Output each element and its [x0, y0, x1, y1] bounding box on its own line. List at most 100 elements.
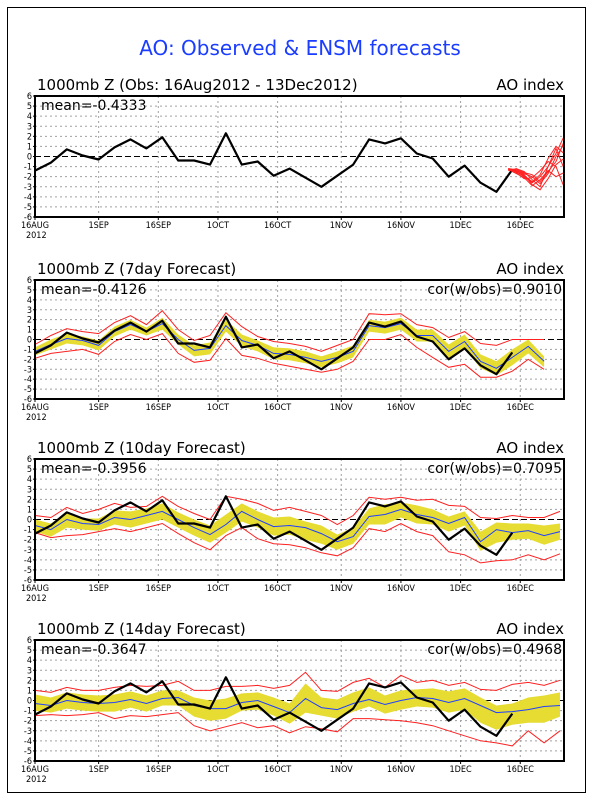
y-tick-label: 2 [27, 132, 32, 142]
x-tick-label: 1NOV [330, 584, 353, 594]
figure-frame [7, 7, 586, 793]
observed-line [34, 676, 514, 737]
x-tick-label: 16DEC [507, 403, 535, 413]
y-tick-label: 3 [27, 122, 32, 132]
y-tick-label: -1 [24, 707, 32, 717]
ensemble-member-line [508, 160, 565, 187]
x-tick-label: 16DEC [507, 221, 535, 231]
x-tick-label: 16OCT [264, 765, 291, 775]
plot-frame [34, 458, 565, 581]
y-tick-label: 0 [27, 336, 32, 346]
y-tick-label: -2 [24, 717, 32, 727]
x-tick-label: 1OCT [207, 584, 229, 594]
y-tick-label: 5 [27, 102, 32, 112]
y-tick-label: 0 [27, 153, 32, 163]
x-year-label: 2012 [26, 413, 47, 423]
x-tick-label: 1NOV [330, 221, 353, 231]
x-tick-label: 16AUG [21, 584, 49, 594]
panel-1: 1000mb Z (Obs: 16Aug2012 - 13Dec2012) AO … [21, 76, 565, 241]
y-tick-label: -4 [24, 737, 32, 747]
panel-right-label: AO index [496, 439, 564, 457]
observed-line [34, 495, 514, 556]
x-tick-label: 16NOV [387, 765, 416, 775]
observed-line [34, 132, 514, 193]
x-tick-label: 1NOV [330, 403, 353, 413]
x-tick-label: 1SEP [88, 403, 108, 413]
plot-frame [34, 95, 565, 218]
ensemble-member-line [508, 144, 565, 185]
ensemble-mean-line [34, 508, 561, 543]
y-tick-label: 3 [27, 485, 32, 495]
panel-title: 1000mb Z (7day Forecast) [37, 260, 236, 278]
y-tick-label: 6 [27, 636, 32, 646]
ensemble-member-line [508, 145, 565, 183]
x-tick-label: 16OCT [264, 403, 291, 413]
x-year-label: 2012 [26, 594, 47, 604]
y-tick-label: 6 [27, 455, 32, 465]
panel-title: 1000mb Z (14day Forecast) [37, 620, 246, 638]
y-tick-label: 6 [27, 92, 32, 102]
x-tick-label: 16DEC [507, 584, 535, 594]
x-tick-label: 16SEP [146, 765, 172, 775]
y-tick-label: -1 [24, 526, 32, 536]
y-tick-label: -3 [24, 727, 32, 737]
y-tick-label: -1 [24, 163, 32, 173]
mean-stat: mean=-0.3647 [41, 642, 146, 658]
y-tick-label: -5 [24, 385, 32, 395]
y-tick-label: 2 [27, 676, 32, 686]
x-tick-label: 16NOV [387, 584, 416, 594]
y-tick-label: 2 [27, 316, 32, 326]
panel-2: 1000mb Z (7day Forecast) AO index -6-5-4-3… [21, 260, 565, 423]
ensemble-min-line [34, 333, 545, 378]
x-tick-label: 16OCT [264, 221, 291, 231]
x-tick-label: 16AUG [21, 403, 49, 413]
x-tick-label: 16AUG [21, 765, 49, 775]
ensemble-member-line [508, 169, 565, 187]
y-tick-label: 0 [27, 516, 32, 526]
y-tick-label: 1 [27, 686, 32, 696]
x-tick-label: 1NOV [330, 765, 353, 775]
mean-stat: mean=-0.4333 [41, 98, 146, 114]
x-tick-label: 1DEC [450, 765, 473, 775]
y-tick-label: 5 [27, 286, 32, 296]
y-tick-label: 1 [27, 326, 32, 336]
ensemble-max-line [34, 671, 561, 693]
y-tick-label: -6 [24, 576, 32, 586]
y-tick-label: -4 [24, 193, 32, 203]
x-tick-label: 16NOV [387, 221, 416, 231]
y-tick-label: -1 [24, 345, 32, 355]
x-tick-label: 1DEC [450, 403, 473, 413]
y-tick-label: -5 [24, 747, 32, 757]
x-tick-label: 1OCT [207, 221, 229, 231]
observed-line [34, 315, 514, 376]
y-tick-label: -6 [24, 757, 32, 767]
correlation-stat: cor(w/obs)=0.7095 [427, 461, 562, 477]
ensemble-mean-line [34, 696, 561, 714]
y-tick-label: 3 [27, 666, 32, 676]
panel-title: 1000mb Z (10day Forecast) [37, 439, 246, 457]
ensemble-member-line [508, 136, 565, 184]
y-tick-label: 4 [27, 296, 32, 306]
main-title: AO: Observed & ENSM forecasts [139, 36, 461, 60]
panel-title: 1000mb Z (Obs: 16Aug2012 - 13Dec2012) [37, 76, 358, 94]
y-tick-label: 4 [27, 112, 32, 122]
plot-frame [34, 279, 565, 400]
x-tick-label: 1DEC [450, 584, 473, 594]
y-tick-label: 1 [27, 142, 32, 152]
ensemble-min-line [34, 712, 561, 747]
correlation-stat: cor(w/obs)=0.4968 [427, 642, 562, 658]
x-year-label: 2012 [26, 231, 47, 241]
ensemble-spread-band [35, 317, 545, 376]
y-tick-label: 0 [27, 697, 32, 707]
y-tick-label: -2 [24, 173, 32, 183]
y-tick-label: 4 [27, 475, 32, 485]
y-tick-label: 3 [27, 306, 32, 316]
panel-3: 1000mb Z (10day Forecast) AO index-6-5-4-… [21, 439, 565, 604]
panel-right-label: AO index [496, 76, 564, 94]
mean-stat: mean=-0.3956 [41, 461, 147, 477]
x-tick-label: 16SEP [146, 403, 172, 413]
ensemble-spread-band [35, 683, 560, 730]
y-tick-label: -2 [24, 536, 32, 546]
y-tick-label: -4 [24, 556, 32, 566]
